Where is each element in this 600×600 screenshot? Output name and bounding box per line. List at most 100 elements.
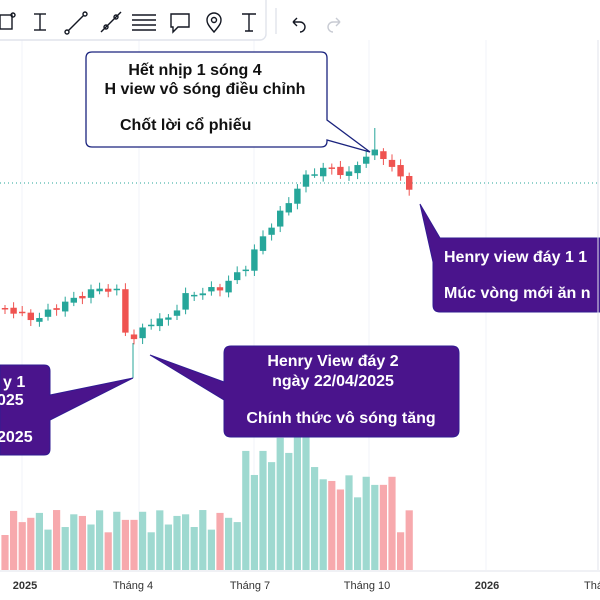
volume-bar [319,479,327,570]
redo[interactable] [327,17,341,33]
candle [354,165,361,174]
tool-measure[interactable] [34,13,46,31]
candle [130,334,138,340]
candle [27,312,34,321]
candle [320,167,327,177]
x-label: 2026 [475,580,499,592]
candle [10,307,17,314]
candle [199,293,206,296]
candle [156,318,163,327]
volume-bar [121,519,129,570]
candle [345,171,353,176]
x-label: Tháng 10 [344,580,390,592]
volume-bar [293,429,301,570]
candle [337,166,344,176]
callout-text: Chốt lời cổ phiếu [120,116,251,134]
candle [259,236,267,251]
volume-bar [354,497,362,570]
volume-bar [190,527,198,570]
volume-bar [371,484,379,570]
candle [234,272,241,281]
volume-bar [276,437,284,570]
x-label: Tháng 7 [230,580,270,592]
candle [191,294,198,297]
volume-bar [53,510,61,570]
callout-text: 2025 [0,429,33,446]
candle [173,310,181,316]
candle [53,308,60,310]
volume-bar [10,510,18,570]
volume-bar [259,450,267,570]
candle [62,301,69,312]
volume-bar [27,517,35,570]
candle [216,287,224,291]
volume-bar [78,515,86,570]
callout: Henry View đáy 2 ngày 22/04/2025 Chính t… [149,345,460,438]
candle [397,165,404,177]
callout-text: ngày 22/04/2025 [272,373,394,390]
volume-bar [397,532,405,570]
callout-text: Henry view đáy 1 1 [444,249,587,266]
volume-bar [225,517,233,570]
candle [165,317,172,320]
callout-box [0,364,134,456]
callout-text: 025 [0,392,24,409]
candle [371,149,378,156]
candle [328,167,335,169]
volume-bar [182,514,190,570]
candle [388,159,396,167]
candles [1,128,413,345]
candle [122,289,129,333]
candle [105,288,112,292]
tool-pin[interactable] [206,12,222,34]
volume-bar [216,512,224,570]
volume-bar [328,480,336,570]
callout-text: y 1 [3,374,25,391]
volume-bar [130,519,138,570]
candle [182,293,189,310]
candle [1,308,9,310]
tool-trendline[interactable] [64,11,88,35]
volume-bar [61,527,69,570]
volume-bar [44,529,52,570]
volume-bar [70,514,78,570]
volume-bar [268,462,276,570]
volume-bar [199,510,207,570]
candle [311,174,318,176]
volume-bar [139,511,147,570]
tool-ray[interactable] [100,11,122,33]
volume-bar [104,532,112,570]
volume-bar [164,524,172,570]
x-label: Tháng 4 [113,580,153,592]
x-axis: 2025 Tháng 4 Tháng 7 Tháng 10 2026 Tháng [13,580,600,592]
candle [208,287,215,292]
tool-fib[interactable] [132,14,156,31]
volume-bar [96,510,104,570]
candle [148,324,155,327]
candle [302,174,310,187]
volume-bar [207,529,215,570]
tool-callout[interactable] [170,13,190,34]
volume-bar [379,484,387,570]
candle [79,295,86,299]
candle [225,280,232,293]
volume-bar [405,510,413,570]
volume-bar [113,511,121,570]
candle [113,288,120,291]
volume-bar [35,512,43,570]
x-label: 2025 [13,580,37,592]
candle [36,318,43,322]
tool-text[interactable] [242,13,256,32]
volume-bar [311,467,319,570]
undo[interactable] [292,17,306,33]
callout-text: Henry View đáy 2 [267,353,398,370]
candle [380,151,387,160]
x-label: Tháng [584,580,600,592]
callout-text: H view vô sóng điều chỉnh [105,81,306,98]
callout: Hết nhịp 1 sóng 4 H view vô sóng điều ch… [85,51,371,153]
callout-box [419,203,600,313]
callout: y 1 025 2025 [0,343,134,456]
volume-bar [242,450,250,570]
tool-rect[interactable] [0,12,16,30]
